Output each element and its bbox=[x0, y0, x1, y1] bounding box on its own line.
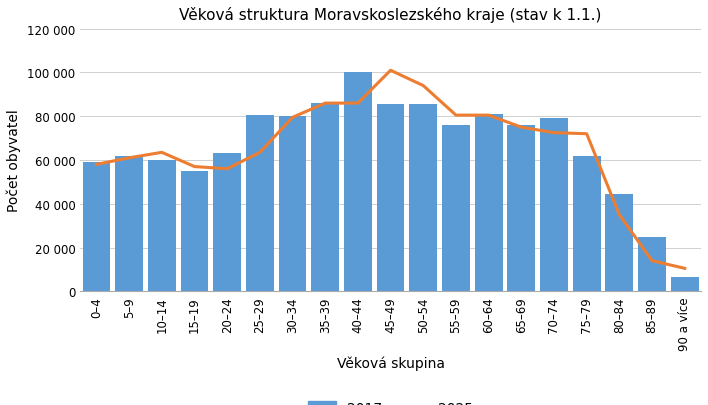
Bar bbox=[638, 237, 666, 292]
Bar bbox=[508, 126, 535, 292]
2025 bbox=[288, 115, 297, 120]
Y-axis label: Počet obyvatel: Počet obyvatel bbox=[7, 109, 21, 212]
Bar bbox=[115, 156, 143, 292]
Bar bbox=[213, 154, 241, 292]
2025 bbox=[354, 101, 362, 106]
Legend: 2017, 2025: 2017, 2025 bbox=[303, 396, 479, 405]
Bar bbox=[377, 105, 404, 292]
Bar bbox=[181, 171, 208, 292]
Bar bbox=[670, 277, 699, 292]
2025 bbox=[583, 132, 591, 137]
Bar bbox=[475, 115, 503, 292]
2025 bbox=[223, 167, 232, 172]
X-axis label: Věková skupina: Věková skupina bbox=[336, 356, 445, 370]
2025 bbox=[125, 156, 133, 161]
2025 bbox=[648, 259, 656, 264]
2025 bbox=[452, 113, 460, 118]
Bar bbox=[83, 163, 110, 292]
Line: 2025: 2025 bbox=[96, 71, 685, 269]
2025 bbox=[387, 69, 395, 74]
Bar bbox=[148, 161, 176, 292]
2025 bbox=[256, 151, 264, 156]
2025 bbox=[92, 162, 101, 167]
2025 bbox=[549, 131, 558, 136]
2025 bbox=[190, 165, 199, 170]
Bar bbox=[605, 194, 633, 292]
2025 bbox=[517, 126, 525, 130]
Bar bbox=[409, 105, 437, 292]
Bar bbox=[540, 119, 568, 292]
Title: Věková struktura Moravskoslezského kraje (stav k 1.1.): Věková struktura Moravskoslezského kraje… bbox=[179, 7, 602, 23]
Bar bbox=[442, 126, 470, 292]
2025 bbox=[158, 151, 166, 156]
Bar bbox=[246, 116, 274, 292]
2025 bbox=[321, 101, 329, 106]
2025 bbox=[680, 266, 689, 271]
Bar bbox=[344, 73, 372, 292]
2025 bbox=[484, 113, 493, 118]
Bar bbox=[312, 104, 339, 292]
2025 bbox=[419, 84, 428, 89]
Bar bbox=[573, 156, 600, 292]
Bar bbox=[279, 117, 307, 292]
2025 bbox=[615, 213, 624, 217]
